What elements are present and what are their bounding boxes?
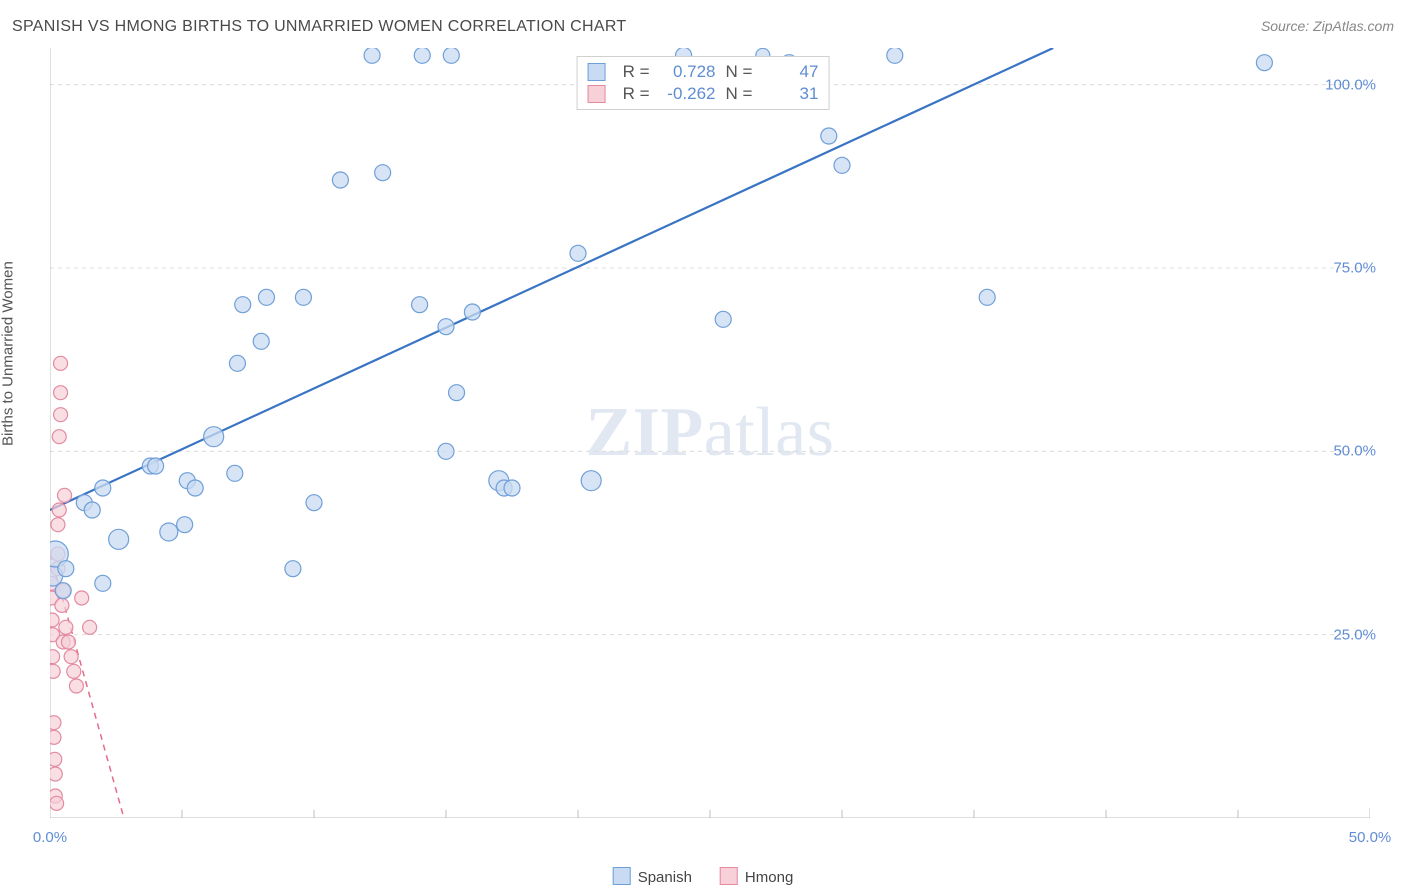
chart-title: SPANISH VS HMONG BIRTHS TO UNMARRIED WOM… [12,18,627,36]
point-spanish [438,319,454,335]
point-hmong [52,503,66,517]
point-spanish [834,157,850,173]
legend-swatch-hmong [720,867,738,885]
point-hmong [51,518,65,532]
point-hmong [54,356,68,370]
legend-item-hmong: Hmong [720,867,793,886]
point-spanish [332,172,348,188]
stat-row-hmong: R = -0.262 N = 31 [588,83,819,105]
point-spanish [414,48,430,63]
header: SPANISH VS HMONG BIRTHS TO UNMARRIED WOM… [12,18,1394,36]
point-spanish [177,517,193,533]
y-axis-label: Births to Unmarried Women [0,261,17,446]
point-spanish [504,480,520,496]
point-spanish [464,304,480,320]
point-spanish [306,495,322,511]
point-spanish [258,289,274,305]
point-spanish [95,575,111,591]
legend-label-spanish: Spanish [638,869,692,886]
point-spanish [253,333,269,349]
y-tick-label: 50.0% [1333,443,1376,460]
y-tick-label: 75.0% [1333,260,1376,277]
point-hmong [50,613,59,627]
point-hmong [50,716,61,730]
series-legend: Spanish Hmong [613,867,794,886]
stat-r-label: R = [623,62,650,82]
x-tick-label: 0.0% [33,829,67,846]
point-hmong [67,664,81,678]
point-hmong [50,650,60,664]
stat-n-value: 47 [762,62,818,82]
legend-label-hmong: Hmong [745,869,793,886]
point-spanish [295,289,311,305]
stat-n-label: N = [726,84,753,104]
point-spanish [449,385,465,401]
point-spanish [227,465,243,481]
point-spanish [821,128,837,144]
point-spanish [84,502,100,518]
point-spanish [148,458,164,474]
source-attribution: Source: ZipAtlas.com [1261,18,1394,34]
point-hmong [58,488,72,502]
stat-r-label: R = [623,84,650,104]
point-hmong [69,679,83,693]
point-hmong [50,796,64,810]
stat-n-label: N = [726,62,753,82]
x-tick-label: 50.0% [1349,829,1392,846]
point-spanish [979,289,995,305]
point-spanish [229,355,245,371]
stat-swatch-hmong [588,85,606,103]
legend-item-spanish: Spanish [613,867,692,886]
stat-row-spanish: R = 0.728 N = 47 [588,61,819,83]
point-spanish [581,471,601,491]
point-hmong [50,664,60,678]
point-hmong [54,386,68,400]
y-tick-label: 100.0% [1325,76,1376,93]
point-spanish [412,297,428,313]
point-spanish [187,480,203,496]
point-hmong [75,591,89,605]
point-spanish [364,48,380,63]
point-hmong [64,650,78,664]
y-tick-label: 25.0% [1333,626,1376,643]
point-spanish [235,297,251,313]
point-spanish [285,561,301,577]
point-spanish [438,443,454,459]
point-hmong [55,598,69,612]
stat-r-value: 0.728 [660,62,716,82]
point-spanish [887,48,903,63]
chart-svg [50,48,1370,818]
point-spanish [95,480,111,496]
point-spanish [1256,55,1272,71]
legend-swatch-spanish [613,867,631,885]
point-spanish [715,311,731,327]
point-spanish [109,529,129,549]
chart-plot-area: ZIPatlas 25.0%50.0%75.0%100.0%0.0%50.0% [50,48,1370,818]
point-hmong [50,752,62,766]
point-hmong [54,408,68,422]
stat-r-value: -0.262 [660,84,716,104]
stat-n-value: 31 [762,84,818,104]
point-spanish [443,48,459,63]
stat-swatch-spanish [588,63,606,81]
point-spanish [58,561,74,577]
correlation-stats-legend: R = 0.728 N = 47 R = -0.262 N = 31 [577,56,830,110]
point-hmong [50,730,61,744]
point-spanish [570,245,586,261]
point-spanish [375,165,391,181]
point-hmong [59,620,73,634]
point-hmong [50,767,62,781]
trend-line-spanish [50,48,1053,510]
point-hmong [52,430,66,444]
point-spanish [55,583,71,599]
point-hmong [83,620,97,634]
point-spanish [160,523,178,541]
point-spanish [204,427,224,447]
point-hmong [61,635,75,649]
